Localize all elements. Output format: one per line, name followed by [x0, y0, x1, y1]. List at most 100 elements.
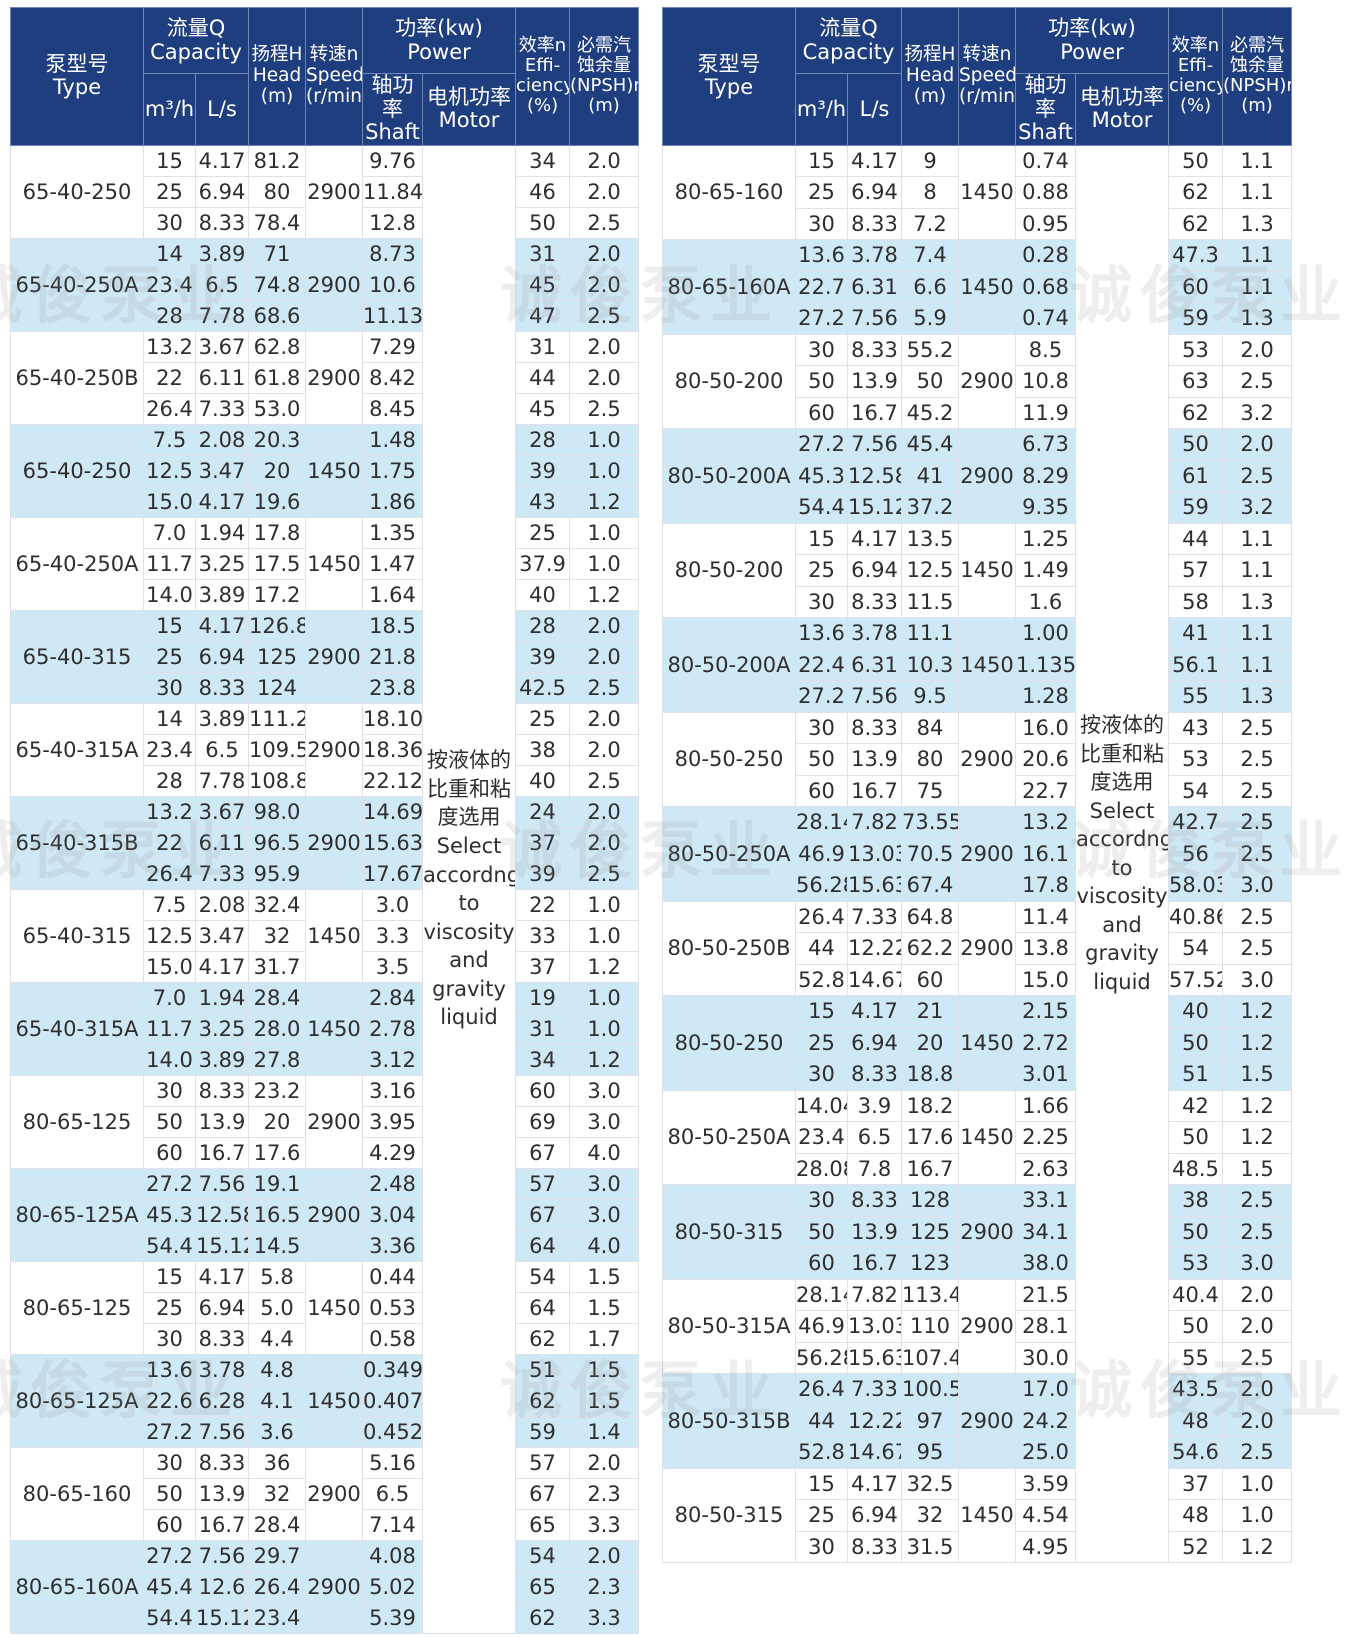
efficiency-cell: 53	[1168, 333, 1224, 367]
npsh-cell: 1.0	[569, 888, 640, 921]
shaft-power-cell: 14.69	[362, 795, 423, 828]
head-cell: 6.6	[901, 270, 959, 304]
model-cell: 65-40-315A	[10, 981, 144, 1076]
head-cell: 9	[901, 144, 959, 178]
capacity-m3h-cell: 13.6	[143, 1353, 196, 1386]
efficiency-cell: 47	[515, 299, 571, 332]
head-cell: 45.4	[901, 428, 959, 461]
table-row: 60 16.7 75 22.7 54 2.5	[663, 774, 1293, 808]
speed-cell: 2900	[305, 795, 363, 890]
shaft-power-cell: 0.95	[1015, 207, 1076, 241]
shaft-power-cell: 5.16	[362, 1446, 423, 1479]
npsh-cell: 1.3	[1222, 302, 1293, 335]
efficiency-cell: 44	[515, 361, 571, 394]
table-row: 25 6.94 125 21.8 39 2.0	[11, 640, 640, 673]
npsh-cell: 3.2	[1222, 396, 1293, 430]
npsh-cell: 2.5	[1222, 459, 1293, 493]
model-cell: 65-40-250	[10, 144, 144, 239]
efficiency-cell: 53	[1168, 743, 1224, 776]
npsh-cell: 2.5	[569, 206, 640, 239]
shaft-power-cell: 38.0	[1015, 1247, 1076, 1280]
head-cell: 125	[248, 640, 306, 673]
speed-cell: 2900	[305, 144, 363, 239]
capacity-m3h-cell: 27.2	[795, 680, 848, 713]
efficiency-cell: 31	[515, 330, 571, 363]
shaft-power-cell: 3.16	[362, 1074, 423, 1107]
npsh-cell: 1.0	[569, 981, 640, 1014]
head-cell: 26.4	[248, 1570, 306, 1603]
efficiency-cell: 52	[1168, 1530, 1224, 1564]
capacity-ls-cell: 1.94	[195, 981, 249, 1014]
npsh-cell: 2.5	[1222, 1436, 1293, 1469]
efficiency-cell: 50	[515, 206, 571, 239]
model-cell: 80-50-200	[662, 333, 796, 430]
shaft-power-cell: 17.67	[362, 857, 423, 890]
efficiency-cell: 28	[515, 423, 571, 456]
capacity-ls-cell: 6.94	[847, 554, 902, 587]
head-cell: 50	[901, 365, 959, 398]
table-row: 65-40-315A 7.0 1.94 28.4 1450 2.84 19 1.0	[10, 981, 640, 1076]
efficiency-cell: 63	[1168, 365, 1224, 398]
capacity-ls-cell: 7.56	[195, 1539, 249, 1572]
efficiency-cell: 50	[1168, 1310, 1224, 1343]
head-cell: 20	[901, 1026, 959, 1060]
table-row: 65-40-250 7.5 2.08 20.3 1450 1.48 28 1.0	[10, 423, 640, 518]
efficiency-cell: 62	[515, 1601, 571, 1634]
table-row: 23.4 6.5 109.5 18.36 38 2.0	[11, 733, 640, 766]
capacity-ls-cell: 6.94	[847, 176, 902, 209]
shaft-power-cell: 34.1	[1015, 1215, 1076, 1249]
head-cell: 12.5	[901, 554, 959, 587]
npsh-cell: 2.0	[569, 237, 640, 270]
shaft-power-cell: 1.48	[362, 423, 423, 456]
speed-cell: 1450	[305, 1353, 363, 1448]
capacity-m3h-cell: 60	[795, 1247, 848, 1280]
efficiency-cell: 55	[1168, 680, 1224, 713]
table-row: 80-65-125A 27.2 7.56 19.1 2900 2.48 57 3.0	[10, 1167, 640, 1262]
header-type: 泵型号 Type	[10, 7, 144, 146]
table-row: 80-50-200 15 4.17 13.5 1450 1.25 44 1.1	[662, 522, 1293, 619]
capacity-m3h-cell: 22.6	[143, 1384, 196, 1417]
capacity-m3h-cell: 23.4	[143, 733, 196, 766]
table-row: 14.0 3.89 27.8 3.12 34 1.2	[11, 1043, 640, 1076]
npsh-cell: 1.1	[1222, 270, 1293, 304]
table-row: 23.4 6.5 74.8 10.6 45 2.0	[11, 268, 640, 301]
npsh-cell: 2.0	[1222, 1373, 1293, 1406]
capacity-m3h-cell: 30	[795, 333, 848, 367]
speed-cell: 2900	[305, 1446, 363, 1541]
head-cell: 5.9	[901, 302, 959, 335]
speed-cell: 2900	[305, 1074, 363, 1169]
capacity-ls-cell: 13.9	[847, 1215, 902, 1249]
npsh-cell: 2.3	[569, 1477, 640, 1510]
capacity-ls-cell: 6.11	[195, 826, 249, 859]
npsh-cell: 1.0	[1222, 1467, 1293, 1501]
capacity-m3h-cell: 7.0	[143, 981, 196, 1014]
speed-cell: 1450	[958, 1089, 1016, 1186]
npsh-cell: 3.0	[1222, 963, 1293, 997]
capacity-m3h-cell: 15.0	[143, 950, 196, 983]
model-cell: 65-40-315A	[10, 702, 144, 797]
speed-cell: 2900	[305, 609, 363, 704]
npsh-cell: 2.5	[1222, 1184, 1293, 1217]
npsh-cell: 2.5	[569, 299, 640, 332]
capacity-m3h-cell: 25	[795, 1499, 848, 1532]
capacity-m3h-cell: 14	[143, 237, 196, 270]
head-cell: 95	[901, 1436, 959, 1469]
capacity-ls-cell: 13.9	[847, 365, 902, 398]
shaft-power-cell: 8.5	[1015, 333, 1076, 367]
capacity-ls-cell: 6.11	[195, 361, 249, 394]
head-cell: 18.2	[901, 1089, 959, 1123]
shaft-power-cell: 24.2	[1015, 1404, 1076, 1438]
capacity-ls-cell: 7.56	[195, 1167, 249, 1200]
capacity-m3h-cell: 28	[143, 299, 196, 332]
npsh-cell: 1.2	[1222, 995, 1293, 1028]
shaft-power-cell: 3.01	[1015, 1058, 1076, 1091]
shaft-power-cell: 8.42	[362, 361, 423, 394]
npsh-cell: 2.5	[569, 764, 640, 797]
table-body: 65-40-250 15 4.17 81.2 2900 9.76 按液体的 比重和粘 度选用…	[10, 144, 640, 1634]
efficiency-cell: 45	[515, 392, 571, 425]
capacity-m3h-cell: 14.0	[143, 578, 196, 611]
head-cell: 55.2	[901, 333, 959, 367]
model-cell: 80-50-200	[662, 522, 796, 619]
shaft-power-cell: 20.6	[1015, 743, 1076, 776]
efficiency-cell: 25	[515, 516, 571, 549]
